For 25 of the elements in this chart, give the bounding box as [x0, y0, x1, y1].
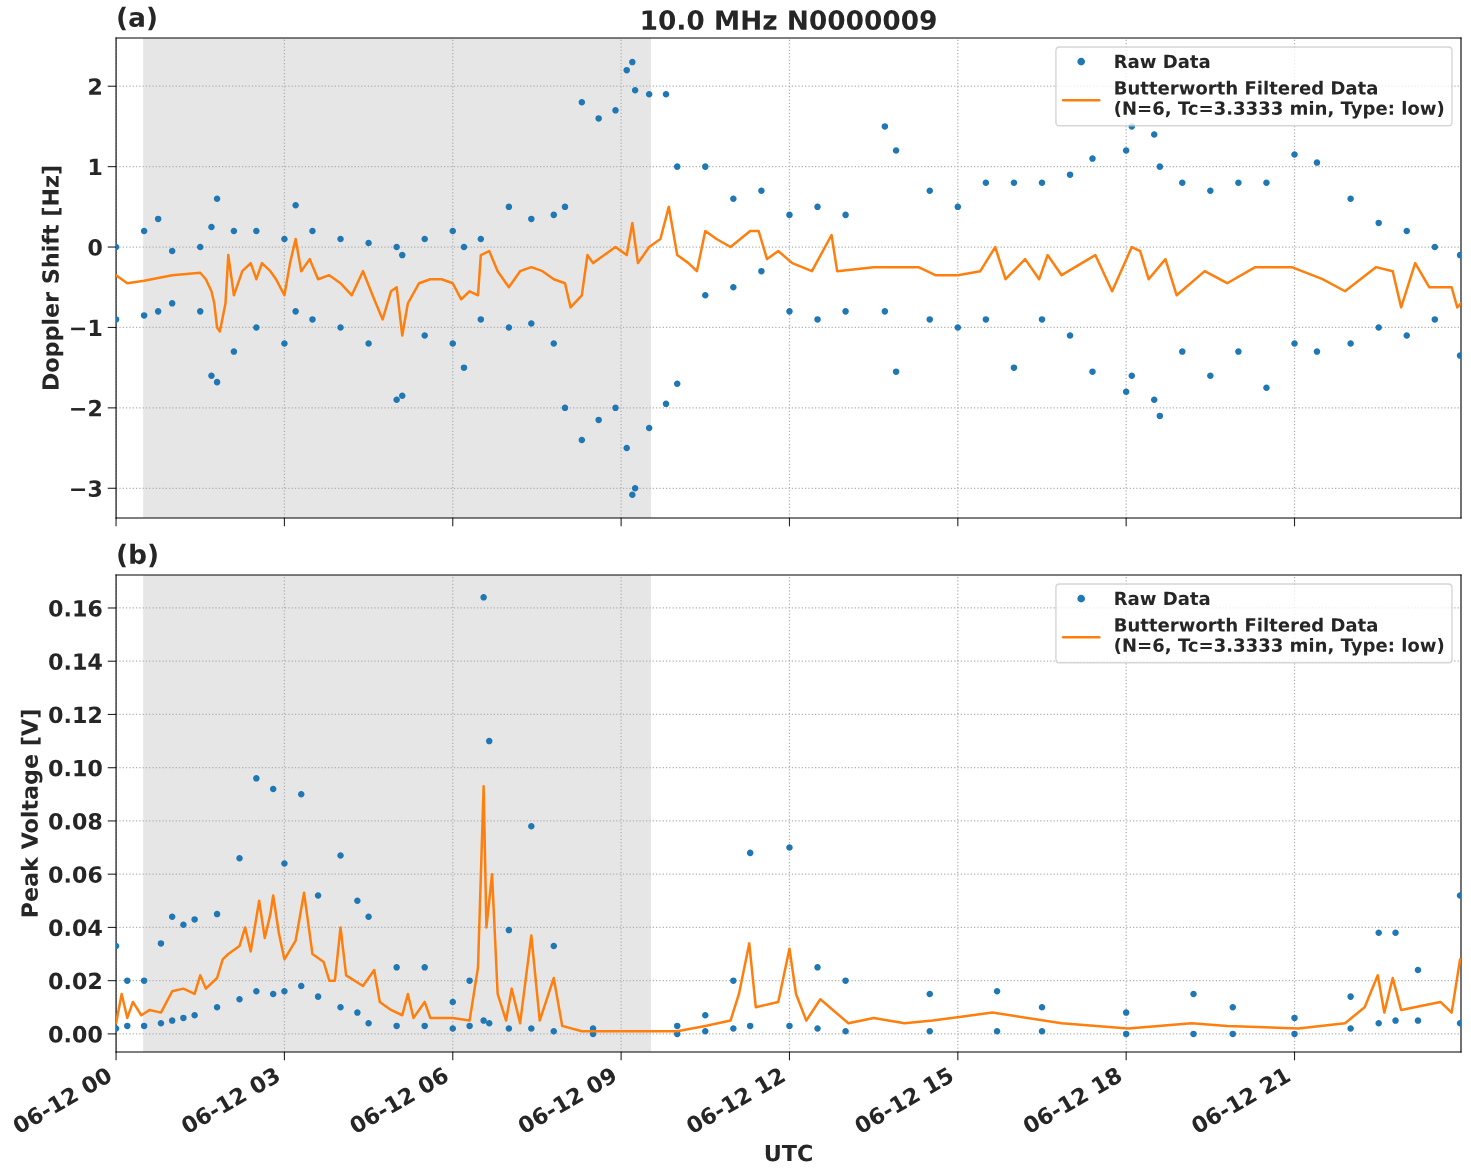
legend-label: Raw Data [1115, 54, 1210, 69]
y-tick-label: 1 [89, 158, 102, 176]
y-tick-label: 0.06 [49, 866, 102, 883]
y-tick-label: −3 [71, 480, 102, 498]
x-axis-title: UTC [765, 1144, 812, 1162]
y-tick-label: 2 [89, 78, 101, 95]
y-tick-label: 0.12 [49, 706, 101, 724]
y-tick-label: 0.08 [49, 812, 102, 830]
y-axis-title: Peak Voltage [V] [20, 710, 43, 917]
text: (b) [118, 543, 157, 568]
chart-title: 10.0 MHz N0000009 [642, 10, 936, 31]
y-tick-label: 0.00 [49, 1025, 102, 1043]
legend-label: Butterworth Filtered Data (N=6, Tc=3.3333 min, Type: low) [1115, 617, 1444, 656]
text: (a) [118, 6, 156, 31]
y-tick-label: 0.10 [49, 759, 102, 777]
y-tick-label: 0.14 [49, 653, 102, 670]
y-tick-label: −2 [71, 399, 101, 417]
y-tick-label: 0.02 [49, 972, 101, 990]
y-tick-label: 0.04 [49, 919, 102, 937]
y-axis-title: Doppler Shift [Hz] [41, 166, 64, 390]
legend-label: Butterworth Filtered Data (N=6, Tc=3.3333 min, Type: low) [1115, 80, 1444, 119]
y-tick-label: −1 [71, 319, 102, 336]
y-tick-label: 0.16 [49, 599, 102, 617]
y-tick-label: 0 [88, 238, 102, 256]
legend-label: Raw Data [1115, 591, 1210, 606]
